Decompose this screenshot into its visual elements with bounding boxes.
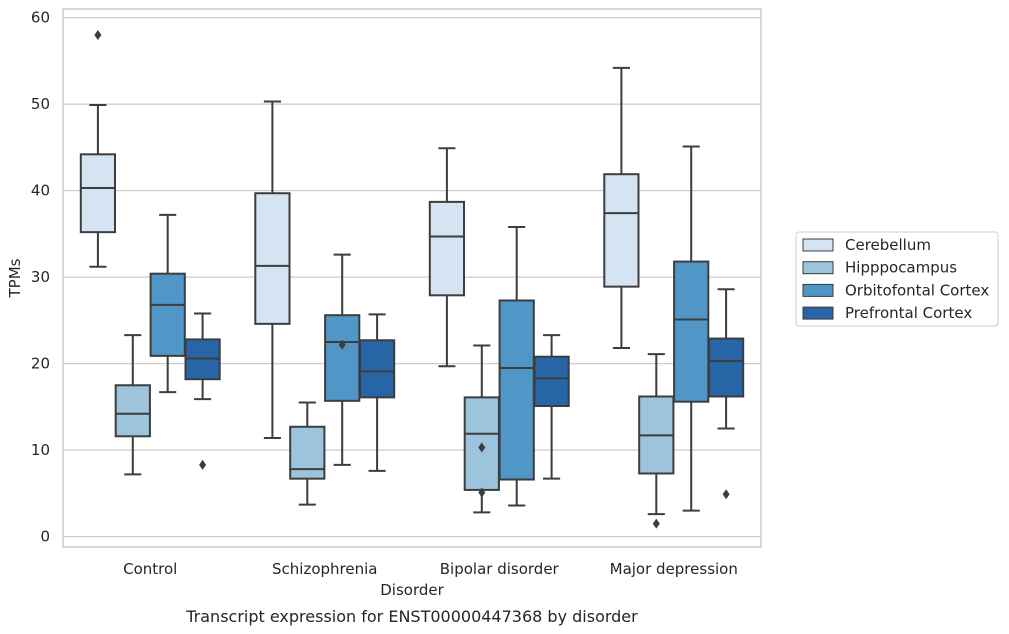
iqr-box (254, 192, 291, 325)
x-axis-ticks: Control Schizophrenia Bipolar disorder Majo… (123, 560, 738, 578)
box-orbitofontal-cortex (673, 145, 710, 512)
legend-swatch (802, 238, 834, 252)
iqr-box (149, 272, 186, 357)
legend-label: Cerebellum (845, 236, 931, 254)
x-tick-label: Bipolar disorder (440, 560, 560, 578)
outlier-point (199, 459, 207, 470)
outlier-point (478, 487, 486, 498)
y-tick-label: 50 (31, 95, 50, 113)
iqr-box (79, 153, 117, 234)
iqr-box (603, 173, 640, 288)
box-cerebellum (603, 66, 640, 350)
outlier-point (722, 489, 730, 500)
figure-caption: Transcript expression for ENST0000044736… (185, 607, 638, 626)
outlier-point (94, 29, 102, 40)
legend-swatch (802, 283, 834, 297)
iqr-box (324, 314, 361, 402)
iqr-box (533, 355, 570, 408)
y-tick-label: 20 (31, 355, 50, 373)
legend-swatch (802, 306, 834, 320)
iqr-box (358, 339, 396, 399)
x-axis-label: Disorder (380, 581, 444, 599)
box-cerebellum (428, 147, 466, 368)
y-tick-label: 10 (31, 441, 50, 459)
box-prefrontal-cortex (184, 312, 221, 470)
outlier-point (652, 518, 660, 529)
legend-label: Hipppocampus (845, 259, 957, 277)
y-tick-label: 40 (31, 182, 50, 200)
y-tick-label: 60 (31, 9, 50, 27)
box-hipppocampus (638, 353, 675, 529)
box-hipppocampus (114, 334, 151, 476)
iqr-box (289, 425, 326, 480)
iqr-box (428, 200, 466, 297)
box-cerebellum (79, 29, 117, 268)
outlier-point (478, 442, 486, 453)
boxes-layer (79, 29, 745, 529)
y-tick-label: 0 (40, 528, 50, 546)
x-tick-label: Major depression (610, 560, 738, 578)
box-prefrontal-cortex (707, 288, 745, 500)
y-tick-label: 30 (31, 268, 50, 286)
box-orbitofontal-cortex (498, 225, 535, 507)
x-tick-label: Schizophrenia (272, 560, 377, 578)
legend-frame (795, 231, 999, 327)
legend: Cerebellum Hipppocampus Orbitofontal Corte… (795, 231, 999, 327)
box-hipppocampus (289, 401, 326, 506)
legend-swatch (802, 261, 834, 275)
box-prefrontal-cortex (533, 334, 570, 480)
outlier-point (338, 339, 346, 350)
legend-label: Orbitofontal Cortex (845, 281, 989, 299)
iqr-box (498, 299, 535, 481)
box-prefrontal-cortex (358, 313, 396, 472)
x-tick-label: Control (123, 560, 177, 578)
box-hipppocampus (463, 344, 500, 514)
iqr-box (707, 337, 745, 398)
box-orbitofontal-cortex (149, 213, 186, 394)
legend-label: Prefrontal Cortex (845, 304, 972, 322)
box-cerebellum (254, 100, 291, 440)
iqr-box (114, 384, 151, 438)
iqr-box (673, 260, 710, 403)
y-axis-ticks: 0 10 20 30 40 50 60 (31, 9, 50, 546)
y-axis-label: TPMs (6, 258, 24, 298)
